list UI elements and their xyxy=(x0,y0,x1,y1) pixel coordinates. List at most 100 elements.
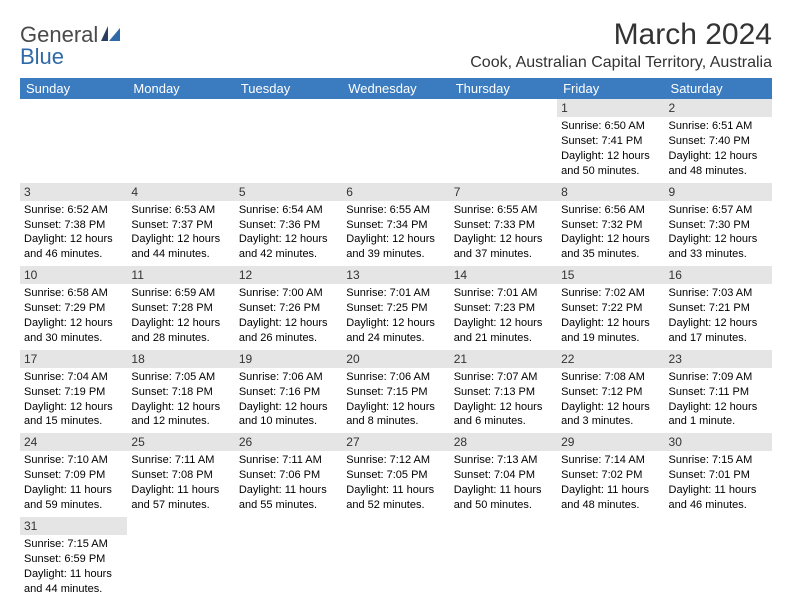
dayhead-wed: Wednesday xyxy=(342,78,449,99)
sunset-line: Sunset: 7:04 PM xyxy=(454,468,553,483)
sunrise-line: Sunrise: 6:51 AM xyxy=(669,119,768,134)
dayhead-tue: Tuesday xyxy=(235,78,342,99)
calendar-table: Sunday Monday Tuesday Wednesday Thursday… xyxy=(20,78,772,600)
day-cell: 17Sunrise: 7:04 AMSunset: 7:19 PMDayligh… xyxy=(20,350,127,434)
sunset-line: Sunset: 7:02 PM xyxy=(561,468,660,483)
day-cell: 25Sunrise: 7:11 AMSunset: 7:08 PMDayligh… xyxy=(127,433,234,517)
day-cell: 23Sunrise: 7:09 AMSunset: 7:11 PMDayligh… xyxy=(665,350,772,434)
daylight-line: Daylight: 12 hours and 8 minutes. xyxy=(346,400,445,430)
logo-icon xyxy=(100,22,122,48)
sunset-line: Sunset: 7:34 PM xyxy=(346,218,445,233)
empty-cell xyxy=(127,517,234,601)
sunset-line: Sunset: 7:11 PM xyxy=(669,385,768,400)
sunrise-line: Sunrise: 7:14 AM xyxy=(561,453,660,468)
day-cell: 26Sunrise: 7:11 AMSunset: 7:06 PMDayligh… xyxy=(235,433,342,517)
sunrise-line: Sunrise: 6:57 AM xyxy=(669,203,768,218)
day-number: 8 xyxy=(557,183,664,201)
day-cell: 21Sunrise: 7:07 AMSunset: 7:13 PMDayligh… xyxy=(450,350,557,434)
dayhead-sun: Sunday xyxy=(20,78,127,99)
sunset-line: Sunset: 7:12 PM xyxy=(561,385,660,400)
month-title: March 2024 xyxy=(470,18,772,52)
day-cell: 11Sunrise: 6:59 AMSunset: 7:28 PMDayligh… xyxy=(127,266,234,350)
sunset-line: Sunset: 7:32 PM xyxy=(561,218,660,233)
sunset-line: Sunset: 7:30 PM xyxy=(669,218,768,233)
sunset-line: Sunset: 7:15 PM xyxy=(346,385,445,400)
sunset-line: Sunset: 7:41 PM xyxy=(561,134,660,149)
empty-cell xyxy=(450,99,557,183)
dayhead-mon: Monday xyxy=(127,78,234,99)
dayhead-sat: Saturday xyxy=(665,78,772,99)
sunset-line: Sunset: 7:38 PM xyxy=(24,218,123,233)
dayhead-thu: Thursday xyxy=(450,78,557,99)
day-number: 12 xyxy=(235,266,342,284)
day-number: 25 xyxy=(127,433,234,451)
sunset-line: Sunset: 7:23 PM xyxy=(454,301,553,316)
sunset-line: Sunset: 7:06 PM xyxy=(239,468,338,483)
day-cell: 27Sunrise: 7:12 AMSunset: 7:05 PMDayligh… xyxy=(342,433,449,517)
day-cell: 30Sunrise: 7:15 AMSunset: 7:01 PMDayligh… xyxy=(665,433,772,517)
sunrise-line: Sunrise: 7:15 AM xyxy=(24,537,123,552)
sunrise-line: Sunrise: 7:15 AM xyxy=(669,453,768,468)
day-number: 31 xyxy=(20,517,127,535)
day-cell: 31Sunrise: 7:15 AMSunset: 6:59 PMDayligh… xyxy=(20,517,127,601)
sunrise-line: Sunrise: 6:56 AM xyxy=(561,203,660,218)
sunrise-line: Sunrise: 7:02 AM xyxy=(561,286,660,301)
empty-cell xyxy=(342,99,449,183)
day-number: 16 xyxy=(665,266,772,284)
day-number: 14 xyxy=(450,266,557,284)
sunset-line: Sunset: 7:18 PM xyxy=(131,385,230,400)
sunset-line: Sunset: 7:09 PM xyxy=(24,468,123,483)
day-number: 28 xyxy=(450,433,557,451)
empty-cell xyxy=(665,517,772,601)
daylight-line: Daylight: 12 hours and 15 minutes. xyxy=(24,400,123,430)
daylight-line: Daylight: 12 hours and 28 minutes. xyxy=(131,316,230,346)
daylight-line: Daylight: 12 hours and 24 minutes. xyxy=(346,316,445,346)
day-cell: 14Sunrise: 7:01 AMSunset: 7:23 PMDayligh… xyxy=(450,266,557,350)
day-number: 15 xyxy=(557,266,664,284)
daylight-line: Daylight: 12 hours and 3 minutes. xyxy=(561,400,660,430)
sunrise-line: Sunrise: 6:55 AM xyxy=(454,203,553,218)
sunrise-line: Sunrise: 7:06 AM xyxy=(239,370,338,385)
day-cell: 7Sunrise: 6:55 AMSunset: 7:33 PMDaylight… xyxy=(450,183,557,267)
sunrise-line: Sunrise: 6:54 AM xyxy=(239,203,338,218)
sunrise-line: Sunrise: 6:52 AM xyxy=(24,203,123,218)
day-cell: 28Sunrise: 7:13 AMSunset: 7:04 PMDayligh… xyxy=(450,433,557,517)
day-cell: 12Sunrise: 7:00 AMSunset: 7:26 PMDayligh… xyxy=(235,266,342,350)
day-cell: 8Sunrise: 6:56 AMSunset: 7:32 PMDaylight… xyxy=(557,183,664,267)
sunrise-line: Sunrise: 7:01 AM xyxy=(346,286,445,301)
sunrise-line: Sunrise: 7:09 AM xyxy=(669,370,768,385)
daylight-line: Daylight: 11 hours and 50 minutes. xyxy=(454,483,553,513)
day-number: 18 xyxy=(127,350,234,368)
daylight-line: Daylight: 11 hours and 55 minutes. xyxy=(239,483,338,513)
day-cell: 3 Sunrise: 6:52 AMSunset: 7:38 PMDaylight… xyxy=(20,183,127,267)
daylight-line: Daylight: 12 hours and 30 minutes. xyxy=(24,316,123,346)
location-text: Cook, Australian Capital Territory, Aust… xyxy=(470,54,772,72)
sunset-line: Sunset: 7:40 PM xyxy=(669,134,768,149)
daylight-line: Daylight: 12 hours and 21 minutes. xyxy=(454,316,553,346)
day-number: 17 xyxy=(20,350,127,368)
dayhead-fri: Friday xyxy=(557,78,664,99)
brand-part2: Blue xyxy=(20,44,64,70)
sunset-line: Sunset: 7:19 PM xyxy=(24,385,123,400)
day-header-row: Sunday Monday Tuesday Wednesday Thursday… xyxy=(20,78,772,99)
daylight-line: Daylight: 12 hours and 26 minutes. xyxy=(239,316,338,346)
day-cell: 4Sunrise: 6:53 AMSunset: 7:37 PMDaylight… xyxy=(127,183,234,267)
day-number: 19 xyxy=(235,350,342,368)
sunrise-line: Sunrise: 6:58 AM xyxy=(24,286,123,301)
daylight-line: Daylight: 12 hours and 6 minutes. xyxy=(454,400,553,430)
daylight-line: Daylight: 12 hours and 17 minutes. xyxy=(669,316,768,346)
week-row: 17Sunrise: 7:04 AMSunset: 7:19 PMDayligh… xyxy=(20,350,772,434)
sunrise-line: Sunrise: 7:11 AM xyxy=(131,453,230,468)
day-number: 1 xyxy=(557,99,664,117)
day-number: 3 xyxy=(20,183,127,201)
empty-cell xyxy=(235,517,342,601)
daylight-line: Daylight: 12 hours and 1 minute. xyxy=(669,400,768,430)
day-cell: 9Sunrise: 6:57 AMSunset: 7:30 PMDaylight… xyxy=(665,183,772,267)
day-number: 9 xyxy=(665,183,772,201)
daylight-line: Daylight: 12 hours and 50 minutes. xyxy=(561,149,660,179)
daylight-line: Daylight: 12 hours and 46 minutes. xyxy=(24,232,123,262)
calendar-body: 1Sunrise: 6:50 AMSunset: 7:41 PMDaylight… xyxy=(20,99,772,600)
day-number: 21 xyxy=(450,350,557,368)
week-row: 10Sunrise: 6:58 AMSunset: 7:29 PMDayligh… xyxy=(20,266,772,350)
daylight-line: Daylight: 11 hours and 48 minutes. xyxy=(561,483,660,513)
